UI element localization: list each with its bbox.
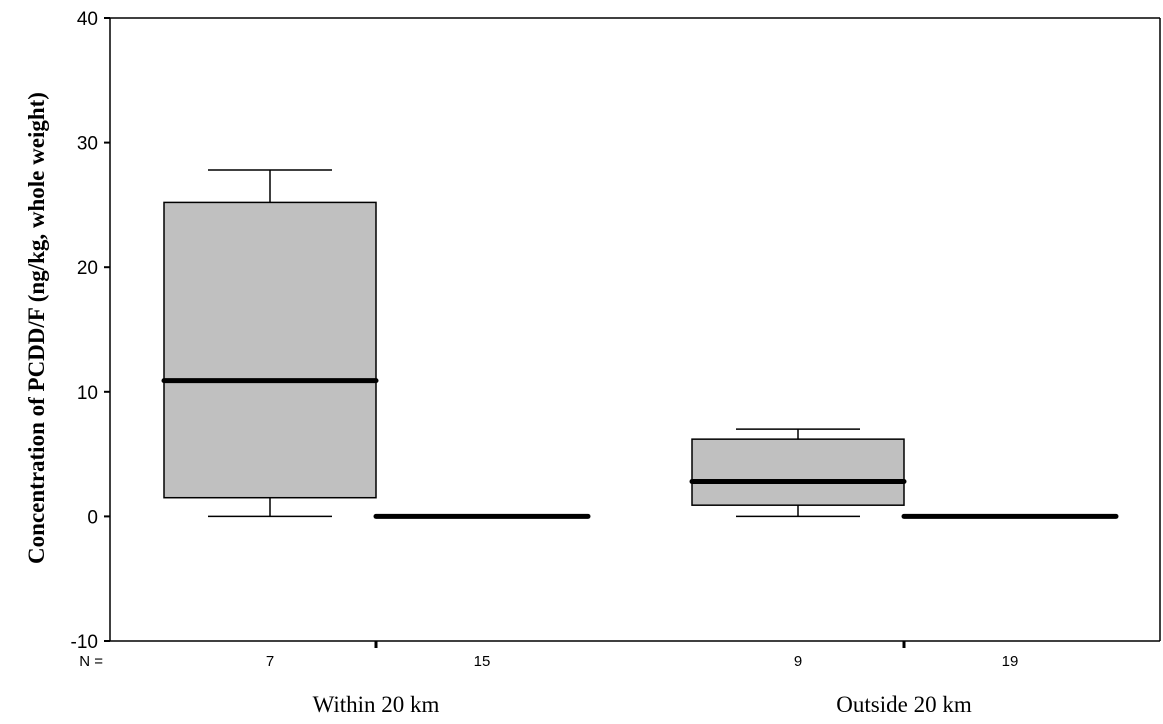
- y-tick-label: 0: [87, 507, 98, 528]
- n-prefix-label: N =: [79, 653, 103, 670]
- iqr-box: [163, 201, 377, 499]
- box-2: [689, 428, 907, 518]
- y-tick-label: -10: [71, 632, 98, 653]
- n-count-label: 9: [794, 653, 802, 670]
- group-label: Within 20 km: [313, 692, 440, 717]
- n-count-label: 7: [266, 653, 274, 670]
- y-tick-label: 40: [77, 9, 98, 30]
- n-count-label: 15: [474, 653, 491, 670]
- y-tick-label: 20: [77, 258, 98, 279]
- iqr-box: [691, 438, 905, 506]
- y-tick-label: 10: [77, 383, 98, 404]
- y-tick-label: 30: [77, 134, 98, 155]
- y-axis-title: Concentration of PCDD/F (ng/kg, whole we…: [24, 92, 49, 564]
- box-0: [161, 169, 379, 518]
- group-label: Outside 20 km: [836, 692, 972, 717]
- n-count-label: 19: [1002, 653, 1019, 670]
